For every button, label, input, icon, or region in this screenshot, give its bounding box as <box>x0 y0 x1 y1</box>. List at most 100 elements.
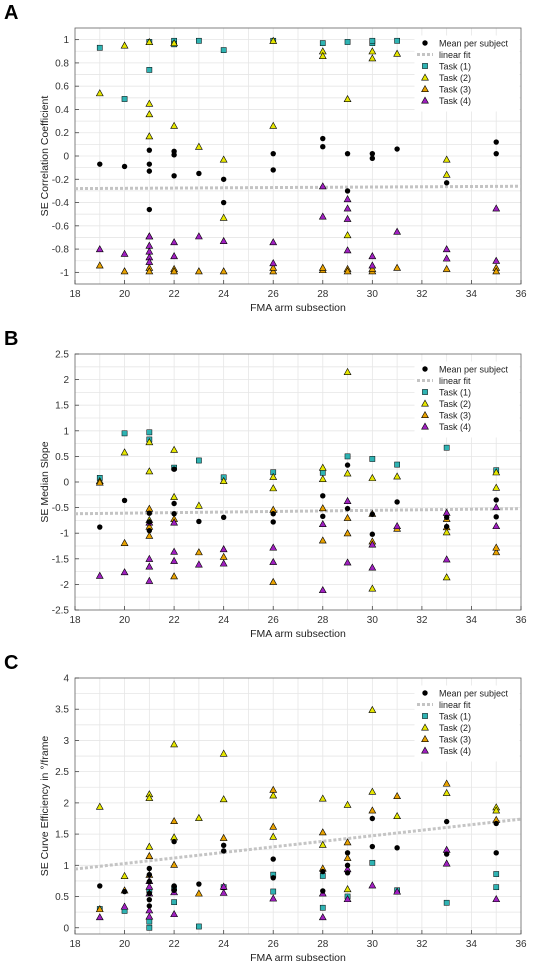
x-tick-label: 26 <box>268 289 280 300</box>
data-point <box>146 918 153 925</box>
data-point <box>343 853 352 861</box>
data-point <box>145 842 154 850</box>
data-point <box>269 543 278 551</box>
data-point <box>270 888 277 895</box>
data-point <box>344 453 351 460</box>
data-point <box>320 493 326 499</box>
legend-box <box>414 685 520 762</box>
y-tick-label: 2 <box>63 798 69 809</box>
data-point <box>369 511 376 517</box>
data-point <box>220 47 227 53</box>
data-point <box>318 263 327 271</box>
data-point <box>146 903 153 909</box>
data-point <box>219 888 228 896</box>
legend-box <box>414 35 520 112</box>
legend-swatch <box>421 723 429 731</box>
data-point <box>121 430 128 437</box>
data-point <box>443 514 450 521</box>
data-point <box>343 496 352 504</box>
data-point <box>95 478 104 486</box>
data-point <box>369 815 376 822</box>
data-point <box>145 793 154 801</box>
data-point <box>145 257 154 265</box>
data-point <box>442 555 451 563</box>
data-point <box>194 267 203 275</box>
y-tick-label: -0.6 <box>52 221 70 232</box>
data-point <box>146 429 153 436</box>
data-point <box>320 513 326 520</box>
legend-box <box>414 361 520 438</box>
data-point <box>146 865 153 872</box>
data-point <box>344 39 351 45</box>
y-tick-label: 0.6 <box>55 82 69 93</box>
data-point <box>493 139 499 145</box>
y-tick-label: 0.5 <box>55 892 69 903</box>
x-tick-label: 32 <box>416 289 428 300</box>
data-point <box>121 96 128 102</box>
data-point <box>343 214 352 222</box>
panel-a-chart: 18 20 22 24 26 28 30 32 34 36 1 0.8 0.6 0.4 0.2 0 -0.2 -0… <box>39 27 527 314</box>
data-point <box>170 492 179 500</box>
x-tick-label: 18 <box>69 615 81 626</box>
data-point <box>171 887 177 893</box>
data-point <box>269 832 278 840</box>
series-mean-per-subject <box>97 815 499 909</box>
data-point <box>121 888 128 895</box>
data-point <box>145 576 154 584</box>
data-point <box>145 467 154 475</box>
data-point <box>492 543 501 551</box>
data-point <box>492 204 501 212</box>
x-axis-label: FMA arm subsection <box>250 302 346 314</box>
data-point <box>318 212 327 220</box>
data-point <box>95 89 104 97</box>
y-tick-label: 0 <box>63 152 69 163</box>
data-point <box>493 871 500 877</box>
data-point <box>269 577 278 585</box>
data-point <box>369 843 376 850</box>
x-tick-label: 22 <box>169 939 181 950</box>
data-point <box>170 816 179 825</box>
legend-label: Task (4) <box>439 96 471 106</box>
data-point <box>220 848 227 854</box>
legend-label: Task (1) <box>439 61 471 71</box>
data-point <box>344 188 351 194</box>
data-point <box>318 463 327 471</box>
data-point <box>492 503 501 511</box>
data-point <box>442 245 451 253</box>
data-point <box>368 584 377 592</box>
panel-b-chart: 18 20 22 24 26 28 30 32 34 36 2.5 2 1.5 1 0.5 0 -0.5 -1 -1… <box>39 350 527 641</box>
data-point <box>146 878 153 885</box>
legend-label: Task (3) <box>439 410 471 420</box>
y-tick-label: 1 <box>63 426 69 437</box>
data-point <box>344 870 351 876</box>
data-point <box>318 794 327 802</box>
data-point <box>269 263 278 271</box>
data-point <box>442 508 451 516</box>
data-point <box>318 840 327 848</box>
data-point <box>270 167 276 173</box>
legend-swatch <box>421 410 429 419</box>
data-point <box>95 905 104 913</box>
y-tick-label: -1.5 <box>52 554 70 565</box>
data-point <box>171 511 177 517</box>
series-mean-per-subject <box>97 135 499 213</box>
data-point <box>145 504 154 512</box>
data-point <box>269 121 278 129</box>
panel-c-chart: 18 20 22 24 26 28 30 32 34 36 4 3.5 3 2.5 2 1.5 1 0.5 0 FMA… <box>39 674 527 965</box>
data-point <box>442 859 451 867</box>
data-point <box>320 135 326 142</box>
data-point <box>318 536 327 544</box>
data-point <box>492 468 501 476</box>
data-point <box>343 469 352 477</box>
legend-swatch <box>421 399 429 407</box>
y-axis-label: SE Curve Efficiency in °/frame <box>39 736 51 877</box>
data-point <box>145 438 154 446</box>
data-point <box>95 571 104 579</box>
data-point <box>344 850 351 856</box>
legend-swatch <box>422 690 428 696</box>
x-tick-label: 30 <box>367 939 379 950</box>
data-point <box>145 37 154 45</box>
data-point <box>320 888 326 894</box>
data-point <box>194 501 203 509</box>
data-point <box>368 806 377 814</box>
